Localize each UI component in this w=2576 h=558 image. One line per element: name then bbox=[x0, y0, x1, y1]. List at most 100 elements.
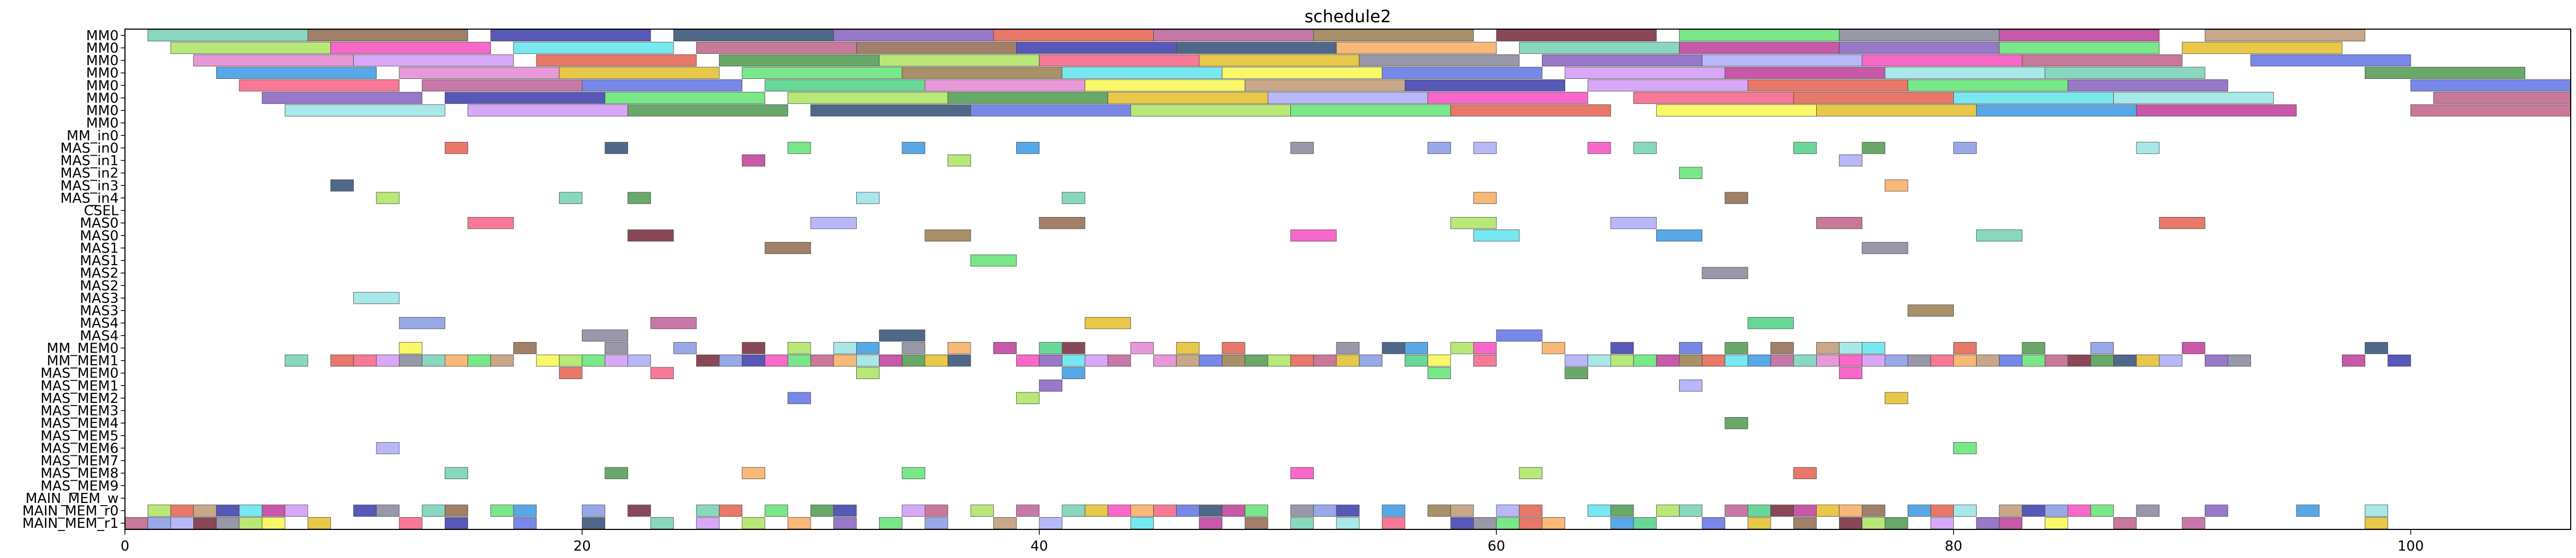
task-bar bbox=[1062, 192, 1085, 204]
task-bar bbox=[1931, 505, 1953, 517]
task-bar bbox=[1885, 355, 1908, 366]
task-bar bbox=[1245, 79, 1405, 91]
task-bar bbox=[217, 505, 239, 517]
task-bar bbox=[445, 142, 468, 154]
task-bar bbox=[468, 355, 491, 366]
task-bar bbox=[2114, 355, 2137, 366]
task-bar bbox=[1199, 517, 1222, 529]
task-bar bbox=[2090, 505, 2113, 517]
task-bar bbox=[856, 42, 1016, 54]
task-bar bbox=[1702, 267, 1748, 279]
task-bar bbox=[445, 505, 468, 517]
task-bar bbox=[2365, 517, 2387, 529]
task-bar bbox=[445, 517, 468, 529]
task-bar bbox=[1679, 343, 1702, 354]
task-bar bbox=[1611, 517, 1633, 529]
task-bar bbox=[1771, 343, 1793, 354]
task-bar bbox=[376, 443, 399, 454]
task-bar bbox=[1154, 505, 1177, 517]
task-bar bbox=[1725, 355, 1748, 366]
task-bar bbox=[170, 42, 330, 54]
task-bar bbox=[1519, 42, 1679, 54]
task-bar bbox=[902, 467, 925, 479]
task-bar bbox=[2365, 67, 2525, 79]
task-bar bbox=[1336, 517, 1359, 529]
task-bar bbox=[582, 79, 742, 91]
task-bar bbox=[1953, 505, 1976, 517]
task-bar bbox=[674, 30, 833, 41]
task-bar bbox=[1474, 517, 1496, 529]
task-bar bbox=[1953, 355, 1976, 366]
task-bar bbox=[2114, 517, 2137, 529]
task-bar bbox=[2045, 355, 2068, 366]
task-bar bbox=[879, 355, 902, 366]
task-bar bbox=[1748, 517, 1771, 529]
task-bar bbox=[1588, 505, 1611, 517]
task-bar bbox=[1588, 142, 1611, 154]
task-bar bbox=[2068, 355, 2090, 366]
task-bar bbox=[1291, 467, 1314, 479]
task-bar bbox=[1748, 79, 1908, 91]
task-bar bbox=[2205, 505, 2228, 517]
task-bar bbox=[1108, 355, 1130, 366]
task-bar bbox=[1062, 355, 1085, 366]
task-bar bbox=[1679, 30, 1839, 41]
task-bar bbox=[2411, 79, 2571, 91]
task-bar bbox=[1588, 79, 1748, 91]
task-bar bbox=[1816, 343, 1839, 354]
task-bar bbox=[902, 67, 1062, 79]
task-bar bbox=[879, 330, 925, 341]
task-bar bbox=[1953, 443, 1976, 454]
task-bar bbox=[1336, 505, 1359, 517]
task-bar bbox=[1336, 355, 1359, 366]
task-bar bbox=[1977, 230, 2022, 241]
task-bar bbox=[971, 505, 993, 517]
task-bar bbox=[1679, 505, 1702, 517]
y-tick-label: MAIN_MEM_r1 bbox=[22, 516, 119, 532]
task-bar bbox=[1702, 55, 1862, 66]
task-bar bbox=[742, 155, 765, 166]
task-bar bbox=[1908, 305, 1953, 317]
task-bar bbox=[582, 355, 605, 366]
task-bar bbox=[1474, 192, 1496, 204]
task-bar bbox=[582, 330, 627, 341]
task-bar bbox=[2022, 505, 2045, 517]
task-bar bbox=[1039, 343, 1062, 354]
task-bar bbox=[788, 355, 811, 366]
task-bar bbox=[1542, 517, 1565, 529]
task-bar bbox=[2068, 79, 2228, 91]
task-bar bbox=[1702, 517, 1725, 529]
task-bar bbox=[1222, 343, 1245, 354]
task-bar bbox=[1130, 517, 1153, 529]
x-tick-label: 60 bbox=[1488, 538, 1505, 554]
task-bar bbox=[331, 355, 354, 366]
task-bar bbox=[742, 355, 765, 366]
task-bar bbox=[765, 242, 811, 254]
task-bar bbox=[811, 355, 833, 366]
task-bar bbox=[1405, 355, 1428, 366]
task-bar bbox=[2434, 92, 2571, 104]
task-bar bbox=[376, 355, 399, 366]
task-bar bbox=[1245, 517, 1268, 529]
task-bar bbox=[1382, 343, 1405, 354]
task-bar bbox=[788, 92, 948, 104]
task-bar bbox=[2159, 355, 2182, 366]
task-bar bbox=[2045, 67, 2205, 79]
task-bar bbox=[422, 355, 445, 366]
task-bar bbox=[628, 355, 651, 366]
task-bar bbox=[1291, 105, 1451, 116]
task-bar bbox=[2090, 343, 2113, 354]
task-bar bbox=[1999, 505, 2022, 517]
task-bar bbox=[833, 343, 856, 354]
task-bar bbox=[1474, 142, 1496, 154]
task-bar bbox=[1793, 505, 1816, 517]
task-bar bbox=[1199, 55, 1359, 66]
task-bar bbox=[2090, 355, 2113, 366]
task-bar bbox=[514, 343, 536, 354]
task-bar bbox=[1908, 79, 2068, 91]
task-bar bbox=[536, 55, 696, 66]
task-bar bbox=[2068, 505, 2090, 517]
task-bar bbox=[1451, 105, 1611, 116]
task-bar bbox=[1633, 355, 1656, 366]
